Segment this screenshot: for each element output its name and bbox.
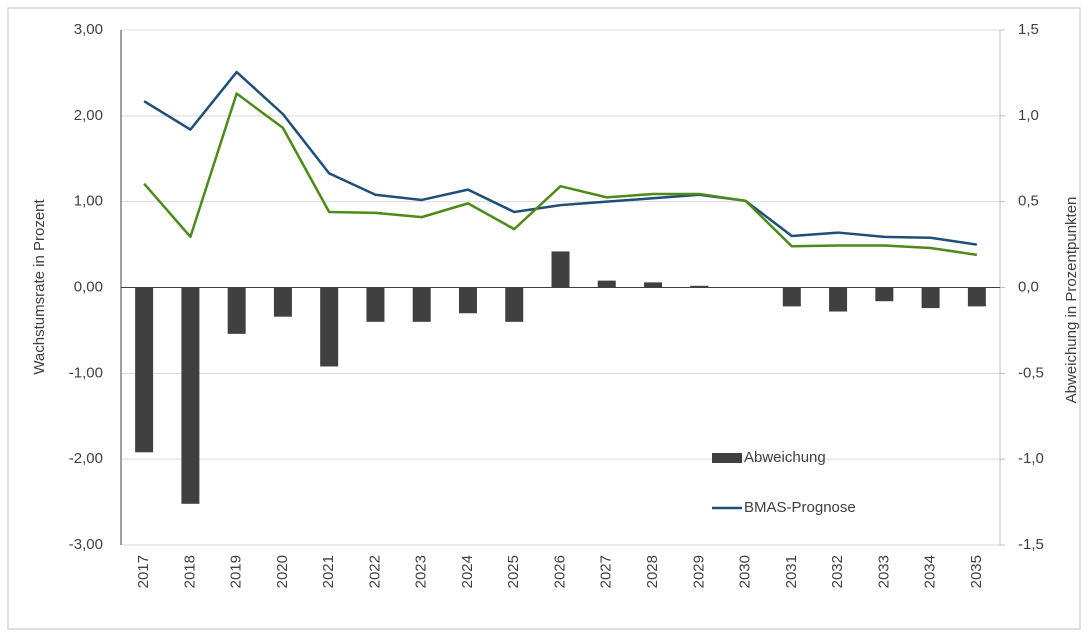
x-tick-label: 2019 bbox=[228, 555, 245, 588]
y-tick-label: -2,00 bbox=[69, 450, 103, 467]
legend-swatch bbox=[712, 453, 742, 463]
y2-tick-label: -1,5 bbox=[1018, 536, 1044, 553]
y-axis-title: Wachstumsrate in Prozent bbox=[31, 198, 48, 374]
line bbox=[143, 70, 978, 246]
bar bbox=[875, 287, 894, 302]
y2-tick-label: -0,5 bbox=[1018, 364, 1044, 381]
y-tick-label: 0,00 bbox=[74, 278, 103, 295]
x-tick-label: 2018 bbox=[181, 555, 198, 588]
bar bbox=[366, 287, 385, 322]
x-tick-label: 2031 bbox=[783, 555, 800, 588]
y-tick-label: -1,00 bbox=[69, 364, 103, 381]
x-tick-label: 2026 bbox=[551, 555, 568, 588]
y-tick-label: 3,00 bbox=[74, 21, 103, 38]
x-tick-label: 2025 bbox=[505, 555, 522, 588]
y2-axis-title: Abweichung in Prozentpunkten bbox=[1063, 197, 1080, 404]
x-tick-label: 2024 bbox=[459, 555, 476, 588]
x-tick-label: 2035 bbox=[968, 555, 985, 588]
bar bbox=[921, 287, 940, 309]
bar bbox=[412, 287, 431, 322]
bar bbox=[597, 280, 616, 288]
bar bbox=[320, 287, 339, 367]
legend-label: BMAS-Prognose bbox=[744, 499, 856, 516]
bar bbox=[181, 287, 200, 504]
bar bbox=[458, 287, 477, 314]
bar bbox=[782, 287, 801, 307]
x-tick-label: 2034 bbox=[922, 555, 939, 588]
x-tick-label: 2030 bbox=[737, 555, 754, 588]
y2-tick-label: 0,0 bbox=[1018, 278, 1039, 295]
y2-tick-label: 0,5 bbox=[1018, 193, 1039, 210]
chart-frame bbox=[7, 7, 1081, 630]
x-tick-label: 2033 bbox=[875, 555, 892, 588]
y-tick-label: 1,00 bbox=[74, 193, 103, 210]
x-tick-label: 2027 bbox=[598, 555, 615, 588]
bar bbox=[273, 287, 292, 317]
y2-tick-label: -1,0 bbox=[1018, 450, 1044, 467]
x-tick-label: 2023 bbox=[413, 555, 430, 588]
x-tick-label: 2029 bbox=[690, 555, 707, 588]
y-tick-label: -3,00 bbox=[69, 536, 103, 553]
y-tick-label: 2,00 bbox=[74, 107, 103, 124]
bar bbox=[135, 287, 154, 453]
x-tick-label: 2032 bbox=[829, 555, 846, 588]
x-tick-label: 2028 bbox=[644, 555, 661, 588]
x-tick-label: 2022 bbox=[366, 555, 383, 588]
bar bbox=[551, 251, 570, 288]
bar bbox=[829, 287, 848, 312]
bar bbox=[644, 282, 663, 288]
x-tick-label: 2021 bbox=[320, 555, 337, 588]
bar bbox=[505, 287, 524, 322]
x-tick-label: 2020 bbox=[274, 555, 291, 588]
bar bbox=[690, 285, 709, 288]
bar bbox=[967, 287, 986, 307]
y2-tick-label: 1,0 bbox=[1018, 107, 1039, 124]
y2-tick-label: 1,5 bbox=[1018, 21, 1039, 38]
line bbox=[143, 92, 978, 257]
legend-label: Abweichung bbox=[744, 449, 826, 466]
x-tick-label: 2017 bbox=[135, 555, 152, 588]
bar bbox=[227, 287, 246, 334]
